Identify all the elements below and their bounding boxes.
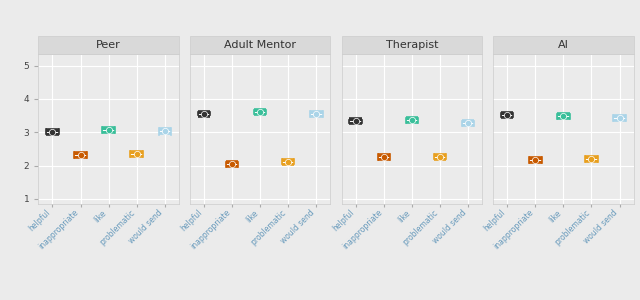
- FancyBboxPatch shape: [38, 36, 179, 54]
- FancyBboxPatch shape: [493, 36, 634, 54]
- FancyBboxPatch shape: [342, 36, 482, 54]
- FancyBboxPatch shape: [190, 36, 330, 54]
- Text: Adult Mentor: Adult Mentor: [224, 40, 296, 50]
- Text: AI: AI: [558, 40, 569, 50]
- Text: Peer: Peer: [96, 40, 121, 50]
- Text: Therapist: Therapist: [385, 40, 438, 50]
